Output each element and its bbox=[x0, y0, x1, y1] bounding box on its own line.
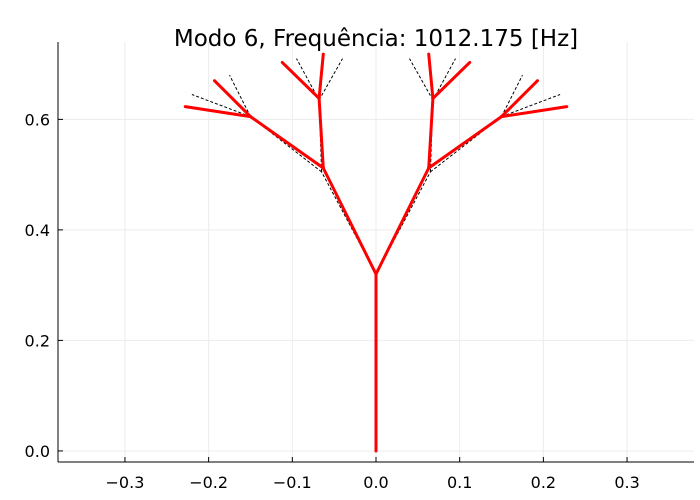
reference-branch-segment bbox=[321, 171, 377, 275]
reference-branch-segment bbox=[501, 94, 561, 118]
mode-shape-branch-segment bbox=[500, 79, 540, 119]
mode-shape-branch-segment bbox=[500, 105, 569, 119]
axes bbox=[57, 42, 694, 463]
mode-shape-branch-segment bbox=[427, 96, 435, 170]
mode-shape-branch-segment bbox=[317, 52, 325, 100]
x-tick-label: 0.3 bbox=[614, 473, 639, 492]
x-tick-label: −0.1 bbox=[273, 473, 312, 492]
mode-shape-branch-segment bbox=[212, 79, 252, 119]
mode-shape-branch-segment bbox=[431, 60, 472, 100]
reference-branch-segment bbox=[229, 74, 251, 117]
x-tick-label: −0.3 bbox=[106, 473, 145, 492]
chart-title: Modo 6, Frequência: 1012.175 [Hz] bbox=[174, 26, 578, 52]
mode-shape-branch-segment bbox=[427, 115, 504, 170]
reference-branch-segment bbox=[375, 171, 431, 275]
y-tick-label: 0.4 bbox=[25, 221, 50, 240]
mode-shape-branch-segment bbox=[317, 96, 325, 170]
y-tick-label: 0.2 bbox=[25, 331, 50, 350]
y-tick-label: 0.6 bbox=[25, 110, 50, 129]
mode-shape-branch-segment bbox=[248, 115, 325, 170]
x-tick-labels: −0.3 −0.2 −0.1 0.0 0.1 0.2 0.3 bbox=[106, 473, 640, 492]
mode-shape-branch-segment bbox=[374, 166, 431, 276]
mode-shape-branch-segment bbox=[183, 105, 252, 119]
reference-branch-segment bbox=[318, 58, 343, 101]
x-tick-label: 0.1 bbox=[447, 473, 472, 492]
mode-shape-branch-segment bbox=[427, 52, 435, 100]
x-tick-label: −0.2 bbox=[189, 473, 228, 492]
mode-shape-branch-segment bbox=[280, 60, 321, 100]
x-tick-label: 0.0 bbox=[363, 473, 388, 492]
series-red-mode-shape bbox=[183, 52, 569, 453]
mode-shape-branch-segment bbox=[321, 166, 378, 276]
x-tick-label: 0.2 bbox=[531, 473, 556, 492]
y-tick-labels: 0.0 0.2 0.4 0.6 bbox=[25, 110, 50, 461]
y-tick-label: 0.0 bbox=[25, 442, 50, 461]
reference-branch-segment bbox=[409, 58, 434, 101]
reference-branch-segment bbox=[191, 94, 251, 118]
reference-branch-segment bbox=[501, 74, 523, 117]
